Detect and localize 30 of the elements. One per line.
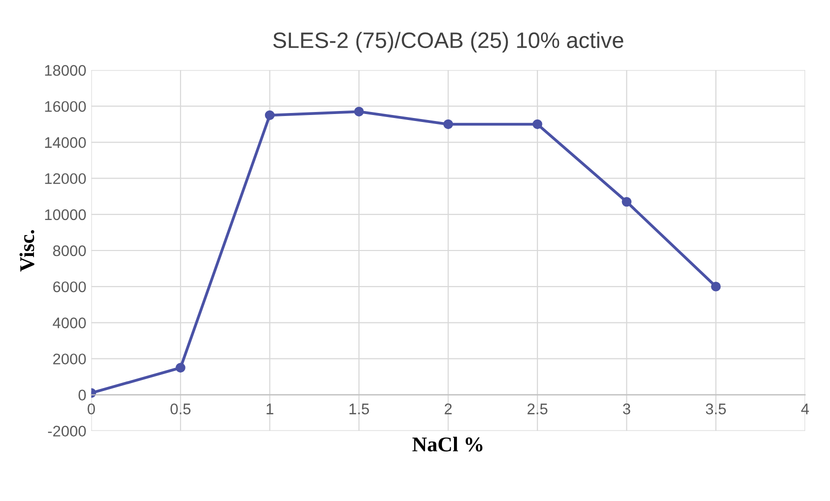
point [532, 119, 542, 130]
point [264, 110, 275, 120]
point [176, 362, 186, 373]
y-tick-label: 14000 [45, 137, 86, 148]
x-tick-label: 4 [801, 404, 809, 414]
x-tick-label: 3.5 [706, 404, 726, 414]
x-tick-label: 2 [444, 404, 452, 414]
y-tick-label: 6000 [53, 281, 86, 292]
x-tick-label: 1.5 [350, 404, 369, 414]
chart-title: SLES-2 (75)/COAB (25) 10% active [273, 32, 624, 53]
y-tick-label: 18000 [45, 65, 86, 76]
y-axis-title: Visc. [20, 230, 34, 272]
y-tick-label: -2000 [48, 426, 86, 437]
x-tick-label: 2.5 [528, 404, 548, 414]
y-tick-label: 8000 [53, 245, 86, 256]
y-tick-label: 4000 [52, 318, 86, 328]
y-tick-label: 16000 [45, 101, 86, 112]
y-tick-label: 10000 [45, 209, 86, 220]
x-tick-label: 0 [88, 404, 95, 414]
x-tick-label: 3 [622, 404, 630, 414]
x-axis-title: NaCl % [412, 436, 482, 452]
point [354, 106, 364, 116]
point [622, 196, 632, 207]
x-tick-label: 1 [266, 404, 274, 414]
y-tick-label: 0 [78, 390, 86, 400]
point [443, 119, 454, 130]
y-tick-label: 12000 [45, 173, 86, 184]
y-tick-label: 2000 [53, 354, 86, 364]
point [711, 282, 721, 292]
x-tick-label: 0.5 [170, 404, 191, 414]
